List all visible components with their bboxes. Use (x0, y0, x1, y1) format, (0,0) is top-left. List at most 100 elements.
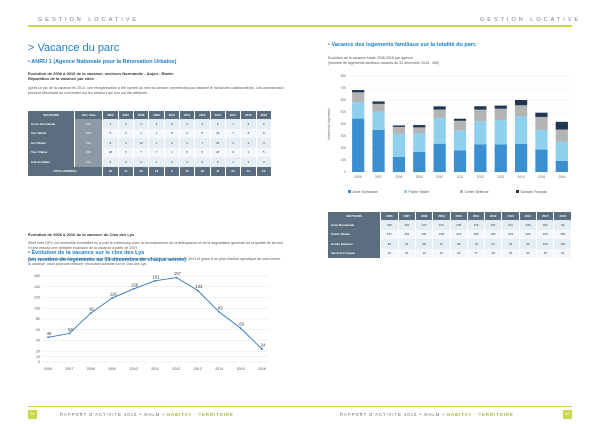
table-row: Sarrazin Français 19 20 12 19 26 17 28 25 44 35 64 (328, 248, 572, 258)
bar-segment (514, 143, 528, 172)
table1-title: Évolution de 2006 à 2016 de la vacance, … (28, 71, 174, 76)
y-tick-label: 800 (341, 74, 347, 78)
data-point (239, 327, 242, 330)
x-tick-label: 2012 (477, 175, 484, 179)
y-tick-label: 300 (341, 134, 347, 138)
table-cell: 3 (240, 157, 257, 167)
bar-segment (372, 111, 385, 130)
left-footer-rule (28, 406, 300, 407)
bar-segment (433, 106, 446, 110)
y-axis-label: Nombre de logements (327, 108, 331, 140)
table-cell: 2 (179, 128, 196, 138)
row-agency-name: Sarrazin Français (328, 248, 382, 258)
table-cell: 18 (210, 138, 226, 148)
bar-segment (535, 149, 548, 172)
right-header-rule (300, 25, 572, 27)
table-cell: 4 (133, 119, 150, 129)
row-zone: PAI (74, 157, 104, 167)
table-cell: 8 (102, 138, 119, 148)
bar-segment (494, 105, 507, 109)
x-tick-label: 2016 (558, 175, 565, 179)
row-sector-name: Cours Normandie (28, 119, 76, 129)
table-cell: 20 (398, 248, 416, 258)
total-cell: 18 (194, 166, 211, 176)
data-label: 46 (47, 331, 52, 336)
table1-subtitle: Répartition de la vacance par cités (28, 76, 94, 81)
y-tick-label: 700 (341, 86, 347, 90)
bar-segment (474, 106, 487, 110)
bar-segment (555, 121, 568, 130)
table-header-cell: 2015 (536, 212, 555, 220)
lys-chart-title: • Évolution de la vacance sur le clos de… (28, 250, 186, 264)
table-cell: 5 (102, 157, 119, 167)
table-cell: 8 (164, 119, 181, 129)
x-tick-label: 2014 (215, 367, 223, 371)
data-point (196, 289, 199, 292)
table-cell: 64 (398, 239, 416, 249)
table-cell: 7 (225, 119, 242, 129)
bar-segment (392, 126, 406, 134)
table-cell: 445 (380, 220, 399, 230)
table-header-cell: 2014 (225, 111, 242, 119)
table-cell: 7 (194, 138, 211, 148)
table-row: Cours Normandie PAI 2 4 4 6 8 3 4 5 7 6 5 (28, 119, 273, 129)
data-label: 136 (131, 282, 139, 287)
table-cell: 1 (148, 157, 165, 167)
series-line (47, 277, 263, 350)
legend-label: Centre Bellevue (465, 190, 489, 194)
table-header-cell: 2010 (450, 212, 468, 220)
table-cell: 7 (148, 147, 165, 157)
table-cell: 231 (501, 220, 520, 230)
table-cell: 109 (536, 239, 555, 249)
bar-segment (555, 160, 568, 172)
data-label: 119 (110, 292, 117, 297)
table-header-cell: SECTEURS (328, 212, 382, 220)
bar-segment (352, 90, 365, 93)
left-header-rule (28, 25, 300, 27)
bar-segment (352, 102, 365, 119)
data-label: 157 (174, 272, 182, 276)
legend-label: Sarrazin Français (521, 190, 548, 194)
table-header-cell: 2007 (398, 212, 416, 220)
y-tick-label: 10 (36, 355, 40, 359)
table-cell: 8 (240, 128, 257, 138)
table-row: Cité du Palais PAI 5 0 2 1 2 3 3 5 1 3 3 (28, 157, 273, 167)
total-cell: 23 (256, 166, 273, 176)
table-cell: 18 (210, 128, 226, 138)
table-cell: 17 (467, 248, 486, 258)
bar-segment (494, 119, 507, 145)
x-tick-label: 2010 (130, 367, 138, 371)
left-footer-text: RAPPORT D'ACTIVITÉ 2016 • OHLM (60, 412, 161, 417)
table-cell: 2 (133, 157, 150, 167)
vacancy-by-cite-table: SECTEURS Part. Sites 2006 2007 2008 2009 2010 2… (28, 111, 273, 176)
bar-segment (413, 133, 426, 152)
bar-chart-caption-2: (Nombre de logements familiaux vacants a… (328, 61, 440, 65)
table-cell: 1 (148, 128, 165, 138)
bar-segment (372, 101, 385, 104)
bar-segment (392, 156, 406, 172)
bar-segment (433, 117, 446, 144)
table-cell: 94 (501, 239, 520, 249)
table-cell: 5 (179, 147, 196, 157)
total-cell: 13 (240, 166, 257, 176)
table-cell: 8 (256, 128, 273, 138)
x-tick-label: 2016 (258, 367, 266, 371)
legend-swatch (516, 190, 519, 193)
table-cell: 92 (519, 239, 538, 249)
table-cell: 5 (256, 147, 273, 157)
table-cell: 2 (164, 157, 181, 167)
table-cell: 179 (467, 220, 486, 230)
left-page-number: 64 (28, 410, 37, 419)
table-cell: 169 (467, 229, 486, 239)
row-sector-name: Tour Médio (28, 128, 76, 138)
bar-segment (433, 109, 446, 118)
anru-section-title: • ANRU 1 (Agence Nationale pour la Rénov… (28, 59, 177, 65)
table-cell: 3 (164, 138, 181, 148)
data-point (154, 279, 156, 282)
table-cell: 5 (102, 128, 119, 138)
table-cell: 1 (240, 147, 257, 157)
total-row: TOTAL GÉNÉRAL 33 14 23 16 6 15 18 47 22 13 23 (28, 166, 273, 176)
table-cell: 1 (133, 128, 150, 138)
row-agency-name: Centre Bellevue (328, 239, 382, 249)
total-cell: 22 (225, 166, 242, 176)
